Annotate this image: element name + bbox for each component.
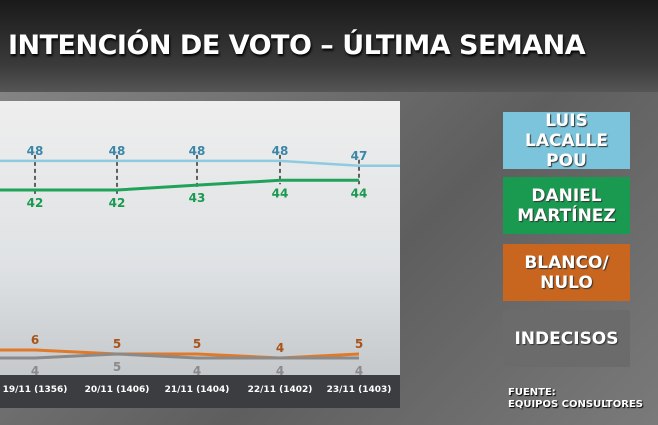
data-label: 44 — [351, 186, 368, 200]
legend-item: INDECISOS — [503, 310, 630, 367]
legend-item: LUIS LACALLE POU — [503, 111, 630, 171]
data-label: 43 — [189, 191, 206, 205]
data-label: 5 — [113, 360, 121, 374]
series-line-3 — [0, 352, 359, 360]
data-label: 48 — [189, 144, 206, 158]
data-label: 4 — [193, 364, 201, 378]
data-label: 4 — [276, 364, 284, 378]
title-bar: INTENCIÓN DE VOTO – ÚLTIMA SEMANA — [0, 0, 658, 92]
data-label: 5 — [193, 337, 201, 351]
legend-item: DANIEL MARTÍNEZ — [503, 177, 630, 234]
data-label: 48 — [272, 144, 289, 158]
data-label: 48 — [109, 144, 126, 158]
chart-title: INTENCIÓN DE VOTO – ÚLTIMA SEMANA — [8, 30, 586, 61]
x-axis: 19/11 (1356) 20/11 (1406) 21/11 (1404) 22/1… — [0, 375, 400, 408]
data-label: 48 — [27, 144, 44, 158]
legend-item: BLANCO/ NULO — [503, 244, 630, 301]
data-label: 4 — [276, 341, 284, 355]
x-tick-label: 23/11 (1403) — [326, 385, 392, 395]
source-note: FUENTE: EQUIPOS CONSULTORES — [508, 387, 643, 410]
data-label: 42 — [109, 196, 126, 210]
data-label: 47 — [351, 149, 368, 163]
data-label: 5 — [113, 337, 121, 351]
series-line-0 — [0, 159, 400, 167]
series-line-1 — [0, 178, 359, 192]
x-tick-label: 22/11 (1402) — [247, 385, 313, 395]
x-tick-label: 21/11 (1404) — [164, 385, 230, 395]
data-label: 42 — [27, 196, 44, 210]
data-label: 5 — [355, 337, 363, 351]
plot-area — [0, 101, 400, 375]
x-tick-label: 20/11 (1406) — [84, 385, 150, 395]
data-label: 4 — [355, 364, 363, 378]
data-label: 44 — [272, 186, 289, 200]
data-label: 6 — [31, 333, 39, 347]
data-label: 4 — [31, 364, 39, 378]
x-tick-label: 19/11 (1356) — [2, 385, 68, 395]
